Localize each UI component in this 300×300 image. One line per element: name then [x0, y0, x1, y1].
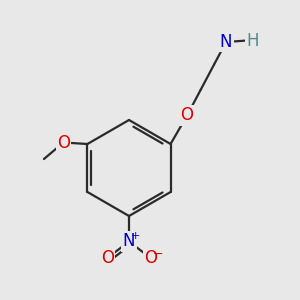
- Text: O: O: [101, 249, 114, 267]
- Text: N: N: [220, 33, 232, 51]
- Text: O: O: [57, 134, 70, 152]
- Text: O: O: [144, 249, 157, 267]
- Text: O: O: [181, 106, 194, 124]
- Text: +: +: [131, 231, 140, 241]
- Text: N: N: [123, 232, 135, 250]
- Text: H: H: [247, 32, 259, 50]
- Text: −: −: [153, 248, 163, 261]
